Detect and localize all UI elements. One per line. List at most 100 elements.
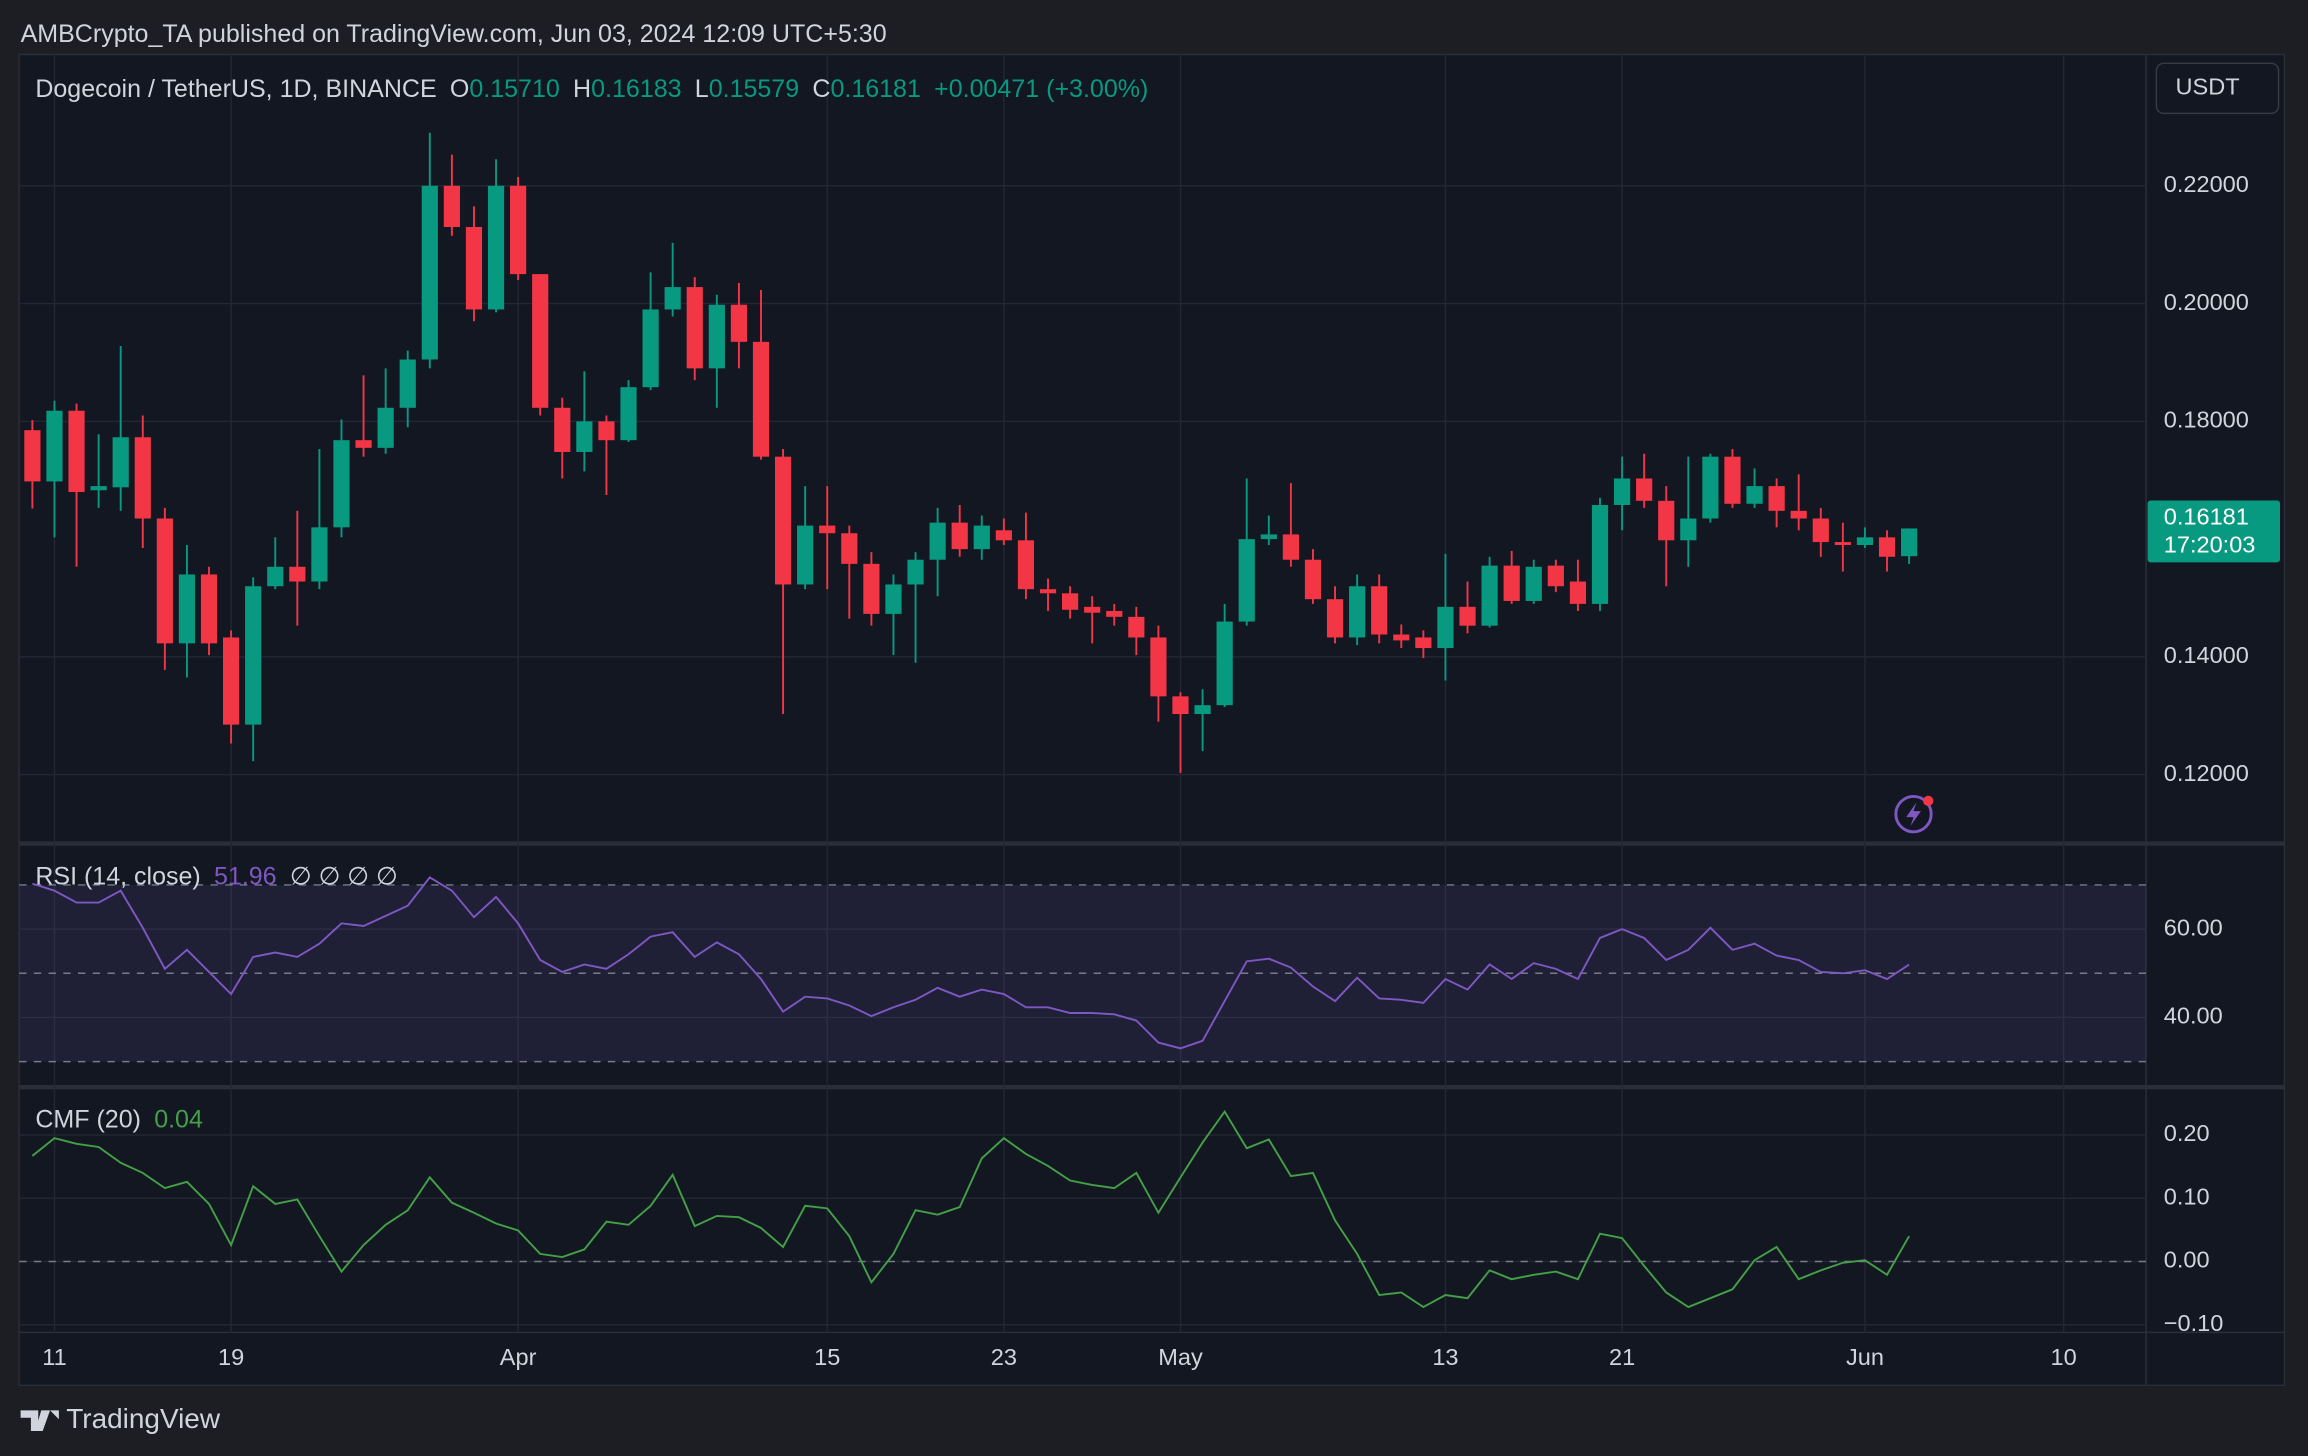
price-tick-label: 0.20000	[2164, 289, 2249, 315]
publisher-line: AMBCrypto_TA published on TradingView.co…	[21, 20, 887, 48]
candle-body	[421, 185, 438, 360]
candle-body	[686, 287, 703, 369]
indicator-header: RSI (14, close) 51.96 ∅ ∅ ∅ ∅	[35, 862, 398, 890]
candle-body	[267, 566, 284, 587]
indicator-flags: ∅ ∅ ∅ ∅	[290, 862, 398, 890]
candle-body	[245, 586, 262, 725]
candle-body	[178, 574, 196, 644]
alert-icon-ring[interactable]	[1894, 794, 1933, 834]
candle-body	[90, 486, 107, 491]
candle-body	[1724, 456, 1741, 504]
candle-body	[995, 530, 1012, 541]
candle-body	[1746, 486, 1763, 504]
indicator-title: CMF (20)	[35, 1105, 141, 1133]
currency[interactable]: USDT	[2176, 74, 2240, 100]
candle-body	[1415, 637, 1432, 649]
candle-body	[1878, 537, 1896, 557]
candle-body	[1591, 504, 1609, 604]
candle-body	[664, 287, 681, 310]
candle-body	[620, 387, 637, 441]
price-tick-label: 40.00	[2164, 1003, 2223, 1029]
candle-body	[752, 341, 770, 457]
candle-body	[1481, 565, 1498, 626]
pane	[19, 1109, 2147, 1309]
footer-logo	[20, 1410, 59, 1431]
candle-body	[1547, 565, 1564, 587]
candle-body	[1062, 593, 1079, 610]
candle-body	[200, 574, 218, 644]
alert-icon-dot[interactable]	[1923, 795, 1934, 807]
candle-body	[951, 522, 968, 550]
indicator-line	[32, 876, 1910, 1050]
alert-icon-bolt[interactable]	[1906, 802, 1921, 826]
price-tag-countdown: 17:20:03	[2164, 531, 2256, 557]
footer-brand: TradingView	[66, 1403, 221, 1434]
time-tick-label: 19	[218, 1344, 244, 1370]
candle-body	[1349, 586, 1366, 638]
candle-body	[1613, 478, 1631, 505]
candle-body	[797, 525, 814, 585]
candle-body	[1702, 456, 1719, 519]
candle-body	[708, 304, 725, 369]
candle-body	[1503, 565, 1520, 601]
symbol-header: Dogecoin / TetherUS, 1D, BINANCE O0.15710…	[35, 74, 1148, 102]
candle-body	[907, 559, 924, 585]
ohlc-value: 0.16183	[591, 74, 681, 102]
alert-icon[interactable]	[1894, 794, 1934, 834]
price-tick-label: 0.14000	[2164, 642, 2249, 668]
candle-body	[1084, 606, 1101, 613]
price-tick-label: 0.20	[2164, 1120, 2210, 1146]
candle-body	[1901, 528, 1918, 557]
candle-body	[443, 185, 460, 228]
currency-button[interactable]	[2155, 62, 2280, 115]
candle-body	[68, 410, 85, 493]
price-tag	[2147, 500, 2281, 563]
candle-body	[1194, 705, 1211, 715]
candle-body	[598, 421, 615, 441]
candle-body	[1282, 534, 1299, 560]
candle-body	[1216, 621, 1233, 706]
chart-frame	[18, 53, 2286, 1387]
candle-body	[1371, 586, 1388, 635]
candle-body	[885, 584, 902, 614]
time-tick-label: May	[1158, 1344, 1203, 1370]
marks	[19, 132, 2147, 1309]
candle-body	[134, 437, 151, 519]
candle-body	[1459, 606, 1476, 626]
candle-body	[46, 410, 63, 482]
candle-body	[1569, 581, 1587, 604]
candle-body	[289, 566, 306, 582]
candle-body	[841, 533, 858, 564]
candle-body	[863, 563, 880, 614]
candle-body	[1658, 500, 1675, 541]
candle-body	[1150, 637, 1167, 697]
ohlc-value: 0.15710	[469, 74, 559, 102]
indicator-header: CMF (20) 0.04	[35, 1105, 203, 1133]
candle-body	[1017, 540, 1035, 590]
time-tick-label: 21	[1609, 1344, 1635, 1370]
candle-body	[730, 304, 748, 342]
candle-body	[973, 525, 990, 550]
candle-body	[333, 440, 350, 528]
pane	[19, 876, 2147, 1063]
candle-body	[1790, 510, 1807, 519]
indicator-value: 51.96	[214, 862, 277, 890]
time-tick-label: Jun	[1846, 1344, 1884, 1370]
candle-body	[929, 522, 946, 560]
candle-body	[1680, 518, 1697, 541]
candle-body	[1525, 566, 1542, 601]
candle-body	[156, 518, 173, 644]
symbol-title: Dogecoin / TetherUS, 1D, BINANCE	[35, 74, 436, 102]
time-tick-label: 15	[814, 1344, 840, 1370]
candle-body	[112, 437, 129, 488]
candle-body	[355, 440, 372, 448]
time-tick-label: 11	[42, 1344, 66, 1370]
candle-body	[1393, 634, 1410, 641]
price-tick-label: 0.10	[2164, 1183, 2210, 1209]
indicator-value: 0.04	[154, 1105, 203, 1133]
time-tick-label: Apr	[500, 1344, 537, 1370]
candle-body	[1636, 478, 1653, 501]
candle-body	[576, 421, 593, 452]
candle-body	[1812, 518, 1829, 543]
